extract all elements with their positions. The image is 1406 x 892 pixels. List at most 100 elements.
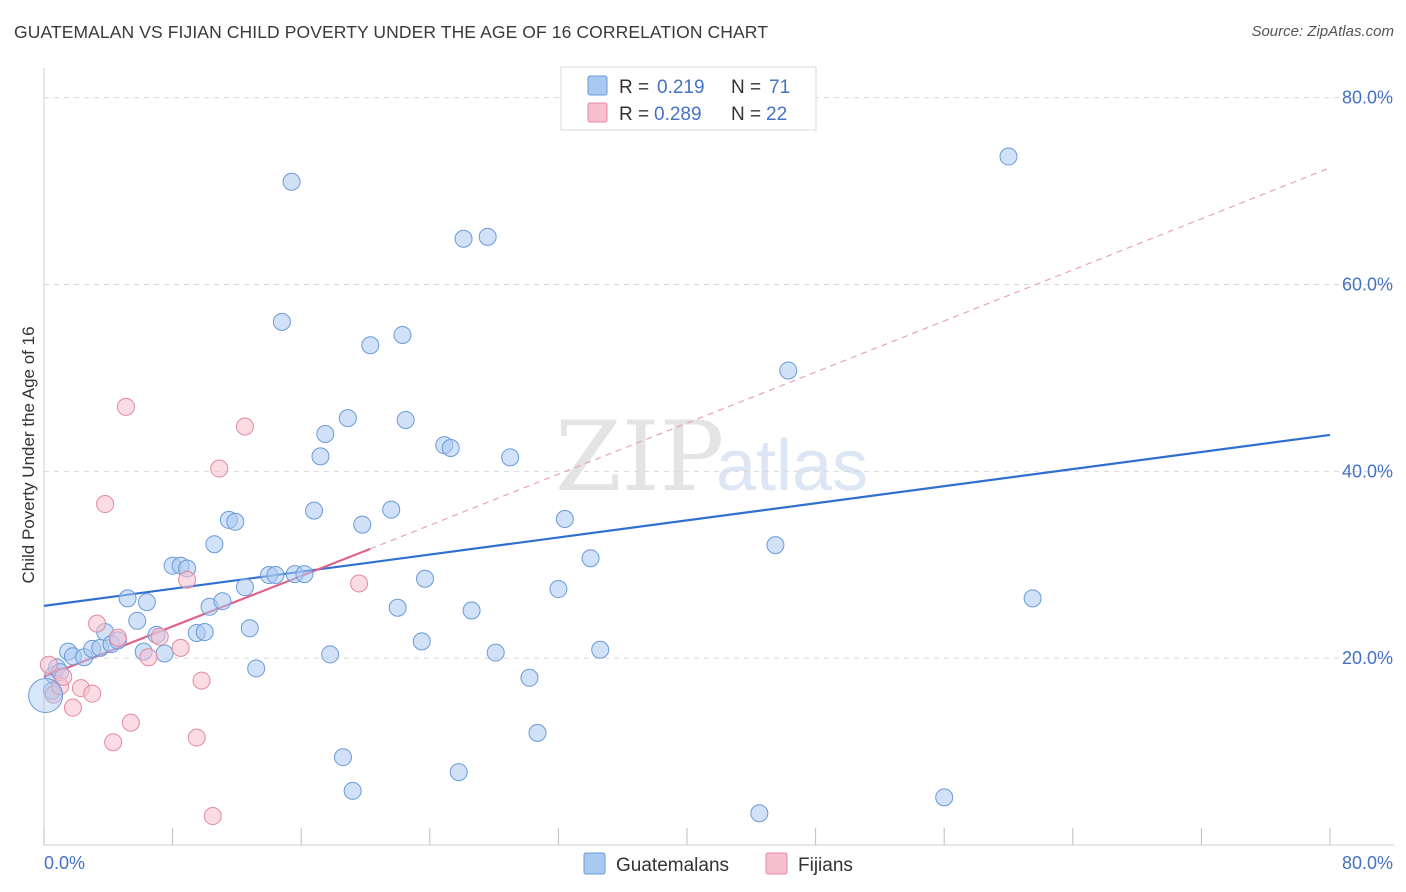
guatemalans-point-53 (441, 438, 460, 457)
fijians-point-15 (171, 638, 190, 657)
fijians-point-6 (83, 684, 102, 703)
fijians-point-13 (139, 648, 158, 667)
guatemalans-point-34 (282, 172, 301, 191)
y-tick-label-2: 60.0% (1342, 275, 1393, 295)
guatemalans-point-51 (415, 569, 434, 588)
guatemalans-point-48 (393, 325, 412, 344)
stats-legend: R = 0.219 N = 71 R = 0.289 N = 22 (560, 66, 817, 131)
fijians-point-17 (187, 728, 206, 747)
guatemalans-point-45 (361, 336, 380, 355)
guatemalans-point-13 (128, 611, 147, 630)
watermark-atlas: atlas (716, 426, 868, 506)
guatemalans-point-27 (226, 512, 245, 531)
guatemalans-point-50 (412, 632, 431, 651)
guatemalans-point-32 (266, 566, 285, 585)
guatemalans-point-63 (555, 509, 574, 528)
x-tick-label-1: 80.0% (1342, 853, 1393, 873)
fijians-point-18 (192, 671, 211, 690)
fijians-point-4 (63, 698, 82, 717)
guatemalans-point-39 (316, 424, 335, 443)
guatemalans-point-64 (581, 549, 600, 568)
legend-label-guatemalans: Guatemalans (616, 855, 729, 876)
guatemalans-point-17 (155, 644, 174, 663)
guatemalans-point-69 (935, 788, 954, 807)
legend-label-fijians: Fijians (798, 855, 853, 876)
guatemalans-point-24 (205, 535, 224, 554)
fijians-point-12 (121, 713, 140, 732)
stats-legend-r-value-fijians: 0.289 (654, 104, 702, 125)
guatemalans-point-58 (486, 643, 505, 662)
guatemalans-point-47 (388, 598, 407, 617)
fijians-point-21 (235, 417, 254, 436)
guatemalans-point-40 (321, 645, 340, 664)
watermark: ZIP atlas (555, 401, 868, 513)
guatemalans-point-29 (240, 619, 259, 638)
guatemalans-point-55 (454, 229, 473, 248)
fijians-point-16 (178, 570, 197, 589)
guatemalans-point-61 (528, 723, 547, 742)
stats-legend-n-value-guatemalans: 71 (769, 77, 790, 98)
fijians-point-3 (54, 667, 73, 686)
fijians-point-22 (350, 574, 369, 593)
y-tick-labels: 20.0% 40.0% 60.0% 80.0% (1342, 88, 1393, 668)
guatemalans-point-62 (549, 580, 568, 599)
fijians-point-20 (210, 459, 229, 478)
guatemalans-point-49 (396, 410, 415, 429)
guatemalans-point-14 (137, 593, 156, 612)
guatemalans-point-56 (462, 601, 481, 620)
guatemalans-cluster-point (28, 678, 64, 714)
guatemalans-point-60 (520, 668, 539, 687)
axes (43, 68, 1394, 846)
stats-legend-swatch-fijians (587, 102, 608, 123)
guatemalans-point-12 (118, 589, 137, 608)
guatemalans-point-71 (1023, 589, 1042, 608)
data-points (28, 147, 1042, 826)
stats-legend-n-value-fijians: 22 (766, 104, 787, 125)
guatemalans-point-37 (305, 501, 324, 520)
guatemalans-point-70 (999, 147, 1018, 166)
stats-legend-n-label-fijians: N = (731, 104, 761, 125)
guatemalans-point-41 (333, 748, 352, 767)
guatemalans-point-42 (338, 409, 357, 428)
guatemalans-point-36 (295, 565, 314, 584)
source-label: Source: ZipAtlas.com (1251, 23, 1394, 40)
guatemalans-point-65 (591, 640, 610, 659)
guatemalans-point-30 (247, 659, 266, 678)
y-tick-label-1: 40.0% (1342, 461, 1393, 481)
chart-title: GUATEMALAN VS FIJIAN CHILD POVERTY UNDER… (14, 22, 769, 42)
guatemalans-point-66 (750, 804, 769, 823)
fijians-point-19 (203, 807, 222, 826)
guatemalans-point-38 (311, 447, 330, 466)
stats-legend-r-label-guatemalans: R = (619, 77, 649, 98)
fijians-point-8 (96, 495, 115, 514)
x-tick-labels: 0.0% 80.0% (44, 853, 1393, 873)
stats-legend-swatch-guatemalans (587, 75, 608, 96)
guatemalans-point-59 (501, 448, 520, 467)
x-tick-label-0: 0.0% (44, 853, 85, 873)
guatemalans-point-28 (235, 578, 254, 597)
fijians-point-14 (150, 627, 169, 646)
guatemalans-point-25 (213, 592, 232, 611)
guatemalans-point-33 (272, 312, 291, 331)
watermark-zip: ZIP (555, 401, 724, 513)
guatemalans-point-46 (382, 500, 401, 519)
guatemalans-point-67 (766, 536, 785, 555)
gridlines (44, 97, 1394, 659)
stats-legend-r-label-fijians: R = (619, 104, 649, 125)
fijians-point-9 (104, 733, 123, 752)
y-axis-label: Child Poverty Under the Age of 16 (19, 326, 38, 583)
y-tick-label-0: 20.0% (1342, 648, 1393, 668)
legend-swatch-fijians (765, 852, 788, 875)
guatemalans-point-43 (343, 781, 362, 800)
stats-legend-n-label-guatemalans: N = (731, 77, 761, 98)
fijians-trend-extension (370, 167, 1331, 550)
legend-swatch-guatemalans (583, 852, 606, 875)
stats-legend-r-value-guatemalans: 0.219 (657, 77, 705, 98)
fijians-point-0 (39, 655, 58, 674)
fijians-point-7 (88, 614, 107, 633)
fijians-point-10 (108, 628, 127, 647)
guatemalans-point-44 (353, 515, 372, 534)
guatemalans-point-22 (195, 623, 214, 642)
guatemalans-trend-line (43, 433, 1331, 607)
